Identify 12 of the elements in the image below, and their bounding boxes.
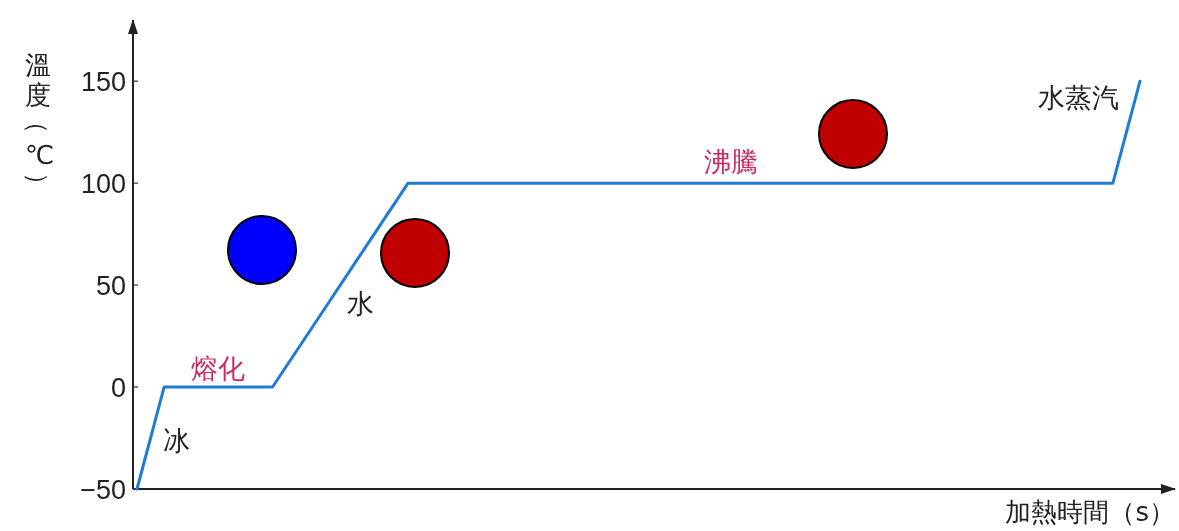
y-axis-title: 溫度（℃） — [23, 50, 55, 198]
y-tick-label: 50 — [95, 270, 126, 301]
y-tick-label: 0 — [110, 372, 126, 403]
x-axis-title: 加熱時間（s） — [1005, 497, 1175, 527]
annotation: 沸騰 — [704, 145, 758, 177]
y-tick-label: 100 — [80, 168, 126, 199]
y-tick-label: 150 — [80, 66, 126, 97]
y-tick-label: −50 — [80, 474, 126, 505]
annotation: 水蒸汽 — [1037, 81, 1119, 113]
annotation: 水 — [346, 287, 374, 319]
annotation: 冰 — [162, 424, 190, 456]
annotation: 熔化 — [191, 352, 245, 384]
